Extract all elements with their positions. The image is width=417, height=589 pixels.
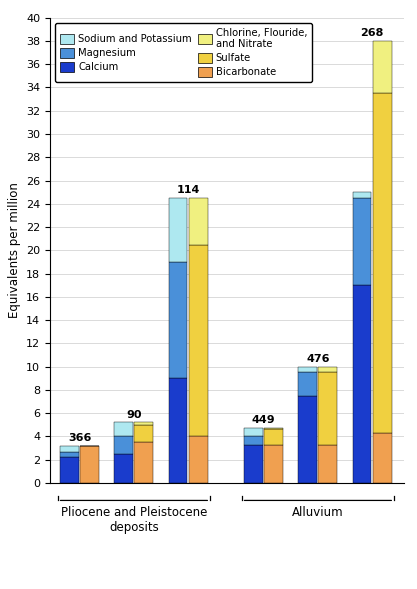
Bar xyxy=(372,41,392,93)
Text: Alluvium: Alluvium xyxy=(292,507,344,519)
Y-axis label: Equivalents per million: Equivalents per million xyxy=(8,183,20,318)
Bar xyxy=(60,452,79,458)
Bar xyxy=(244,445,263,483)
Text: Pliocene and Pleistocene
deposits: Pliocene and Pleistocene deposits xyxy=(61,507,207,534)
Bar xyxy=(114,436,133,454)
Bar xyxy=(319,445,337,483)
Legend: Sodium and Potassium, Magnesium, Calcium, Chlorine, Flouride,
and Nitrate, Sulfa: Sodium and Potassium, Magnesium, Calcium… xyxy=(55,22,312,82)
Bar xyxy=(319,372,337,445)
Bar xyxy=(188,198,208,244)
Bar xyxy=(299,372,317,396)
Bar xyxy=(60,458,79,483)
Text: 90: 90 xyxy=(126,409,142,419)
Bar xyxy=(60,446,79,452)
Bar xyxy=(352,192,372,198)
Bar xyxy=(114,454,133,483)
Bar xyxy=(372,93,392,433)
Bar xyxy=(188,244,208,436)
Bar xyxy=(114,422,133,436)
Bar xyxy=(299,366,317,372)
Bar xyxy=(168,198,188,262)
Text: 476: 476 xyxy=(306,354,330,364)
Bar xyxy=(372,433,392,483)
Bar xyxy=(80,446,99,483)
Bar xyxy=(168,378,188,483)
Bar xyxy=(188,436,208,483)
Bar xyxy=(319,366,337,372)
Bar xyxy=(134,442,153,483)
Bar xyxy=(264,428,283,429)
Text: 449: 449 xyxy=(252,415,276,425)
Bar xyxy=(244,436,263,445)
Text: 114: 114 xyxy=(176,185,200,195)
Bar xyxy=(264,445,283,483)
Text: 268: 268 xyxy=(360,28,384,38)
Bar xyxy=(264,429,283,445)
Text: 366: 366 xyxy=(68,433,91,443)
Bar xyxy=(134,422,153,425)
Bar xyxy=(352,285,372,483)
Bar xyxy=(352,198,372,285)
Bar xyxy=(299,396,317,483)
Bar xyxy=(244,428,263,436)
Bar xyxy=(134,425,153,442)
Bar xyxy=(168,262,188,378)
